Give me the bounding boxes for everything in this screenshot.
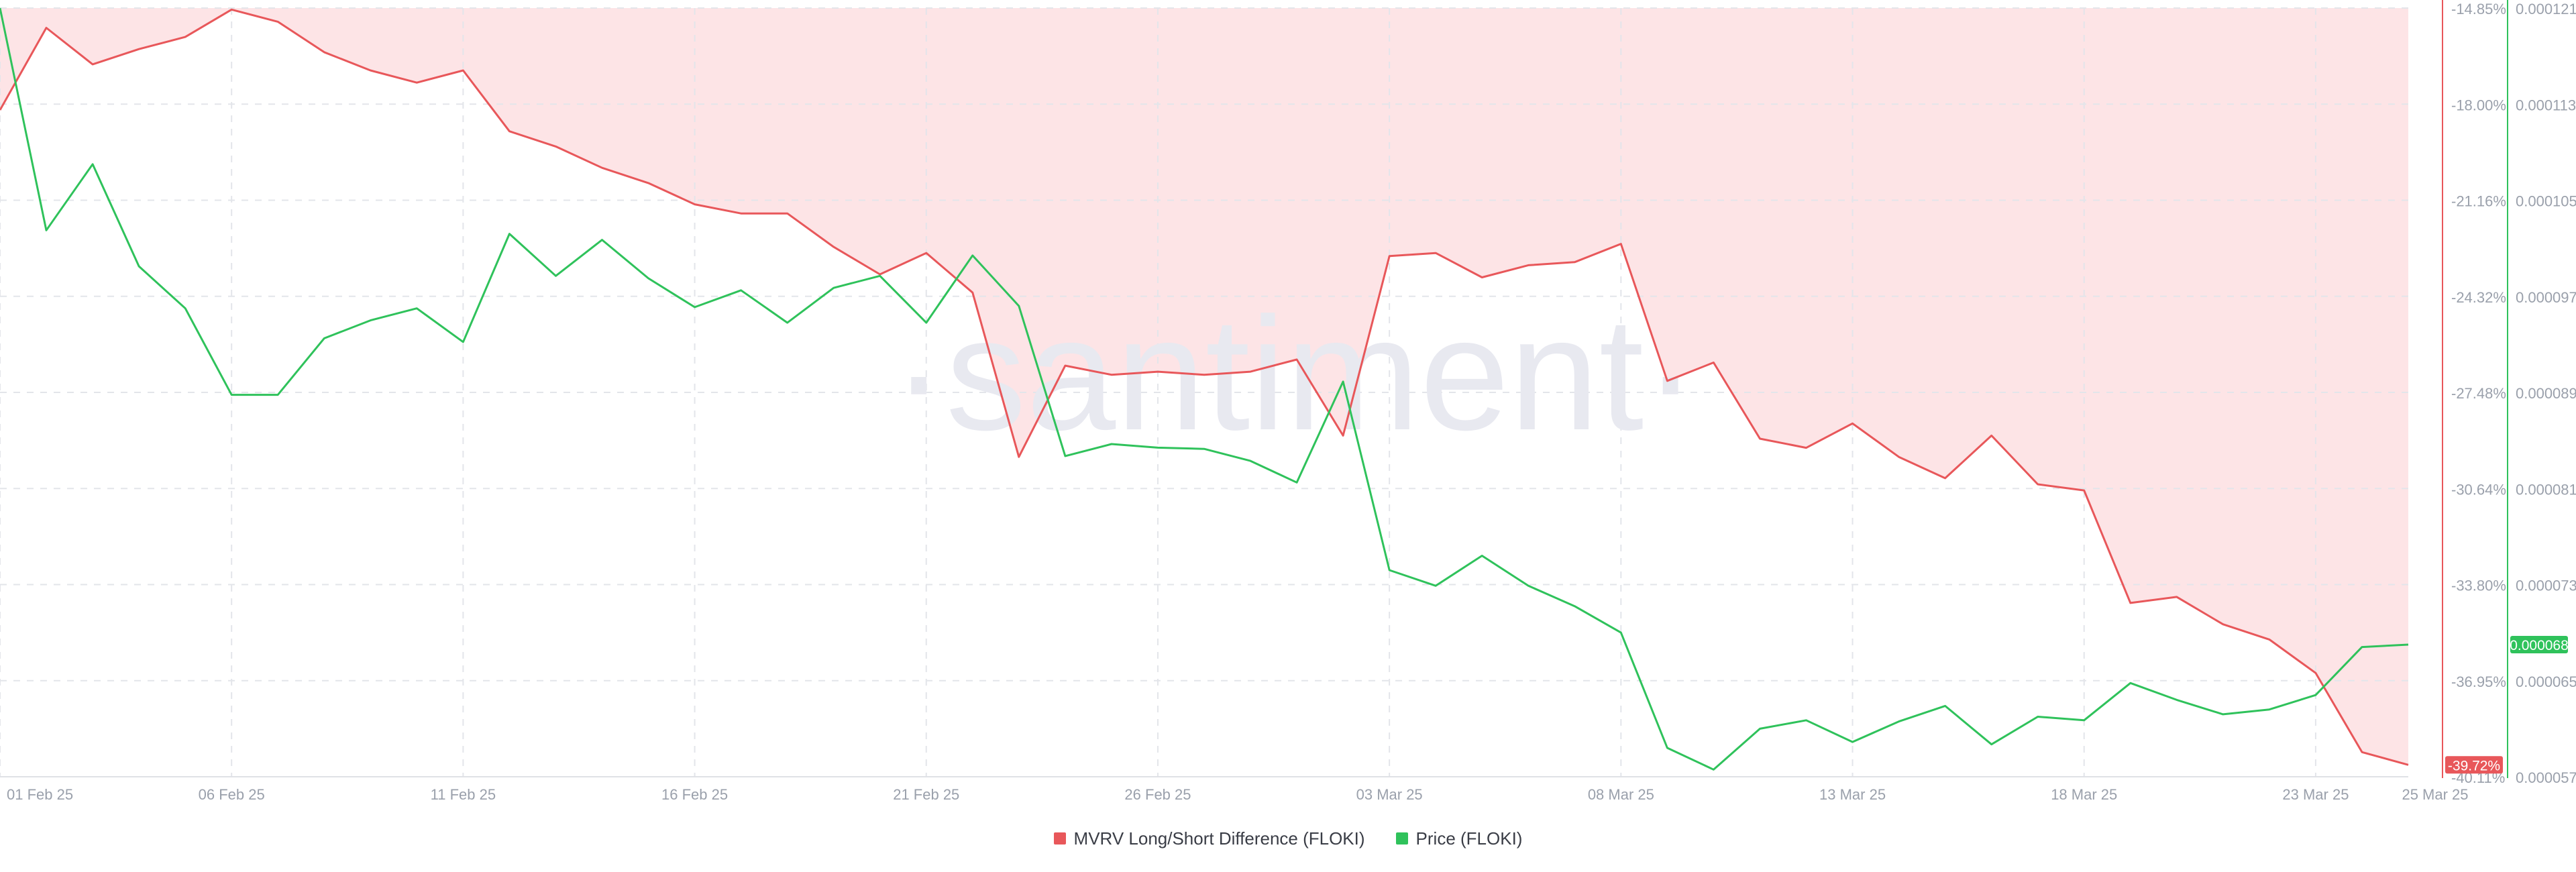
mvrv-series-line (0, 8, 2409, 766)
negative-area-fill (0, 8, 2408, 765)
left-axis-tick-label: -33.80% (2451, 578, 2506, 594)
price-last-value-badge-bg (2510, 636, 2568, 654)
left-axis-tick-label: -18.00% (2451, 97, 2506, 113)
mvrv-last-value-badge-bg (2445, 756, 2503, 774)
right-axis-tick-label: 0.000073 (2516, 578, 2576, 594)
x-axis-tick-label: 16 Feb 25 (661, 786, 728, 803)
legend-swatch-price (1395, 832, 1408, 844)
legend-item-mvrv[interactable]: MVRV Long/Short Difference (FLOKI) (1053, 828, 1365, 849)
series-lines-group (0, 7, 2409, 771)
x-axis-tick-label: 11 Feb 25 (431, 786, 496, 803)
price-series-line (0, 7, 2409, 771)
santiment-watermark: ·santiment· (892, 284, 1697, 464)
negative-area-group (0, 8, 2408, 765)
x-axis-tick-label: 03 Mar 25 (1356, 786, 1423, 803)
left-axis-tick-label: -21.16% (2451, 193, 2506, 210)
x-axis-tick-label: 23 Mar 25 (2282, 786, 2349, 803)
legend-item-price[interactable]: Price (FLOKI) (1395, 828, 1523, 849)
x-axis-tick-label: 25 Mar 25 (2402, 786, 2468, 803)
price-last-value-badge-label: 0.000068 (2510, 638, 2569, 653)
left-axis-tick-label: -24.32% (2451, 289, 2506, 306)
right-axis-tick-label: 0.000081 (2516, 481, 2576, 498)
x-axis-tick-label: 21 Feb 25 (893, 786, 959, 803)
right-axis-tick-label: 0.000121 (2516, 1, 2576, 17)
right-axis-tick-label: 0.000057 (2516, 769, 2576, 786)
x-axis-tick-label: 18 Mar 25 (2051, 786, 2117, 803)
right-axis-tick-label: 0.000065 (2516, 673, 2576, 690)
left-axis-tick-label: -36.95% (2451, 673, 2506, 690)
right-axis-tick-label: 0.000089 (2516, 385, 2576, 402)
axes-group: -14.85% -18.00% -21.16% -24.32% -27.48% -30.6… (0, 0, 2576, 803)
x-axis-tick-label: 06 Feb 25 (199, 786, 265, 803)
x-axis-tick-label: 13 Mar 25 (1819, 786, 1886, 803)
legend: MVRV Long/Short Difference (FLOKI) Price… (0, 824, 2576, 853)
mvrv-last-value-badge-label: -39.72% (2448, 758, 2500, 773)
legend-swatch-mvrv (1053, 832, 1066, 844)
right-axis-tick-label: 0.000113 (2516, 97, 2576, 113)
legend-label-mvrv: MVRV Long/Short Difference (FLOKI) (1073, 828, 1365, 849)
left-axis-tick-label: -27.48% (2451, 385, 2506, 402)
left-axis-tick-label: -14.85% (2451, 1, 2506, 17)
right-axis-tick-label: 0.000105 (2516, 193, 2576, 210)
x-axis-tick-label: 26 Feb 25 (1124, 786, 1191, 803)
x-axis-tick-label: 01 Feb 25 (7, 786, 73, 803)
x-axis-tick-label: 08 Mar 25 (1588, 786, 1654, 803)
legend-label-price: Price (FLOKI) (1415, 828, 1523, 849)
right-axis-tick-label: 0.000097 (2516, 289, 2576, 306)
left-axis-tick-label: -30.64% (2451, 481, 2506, 498)
